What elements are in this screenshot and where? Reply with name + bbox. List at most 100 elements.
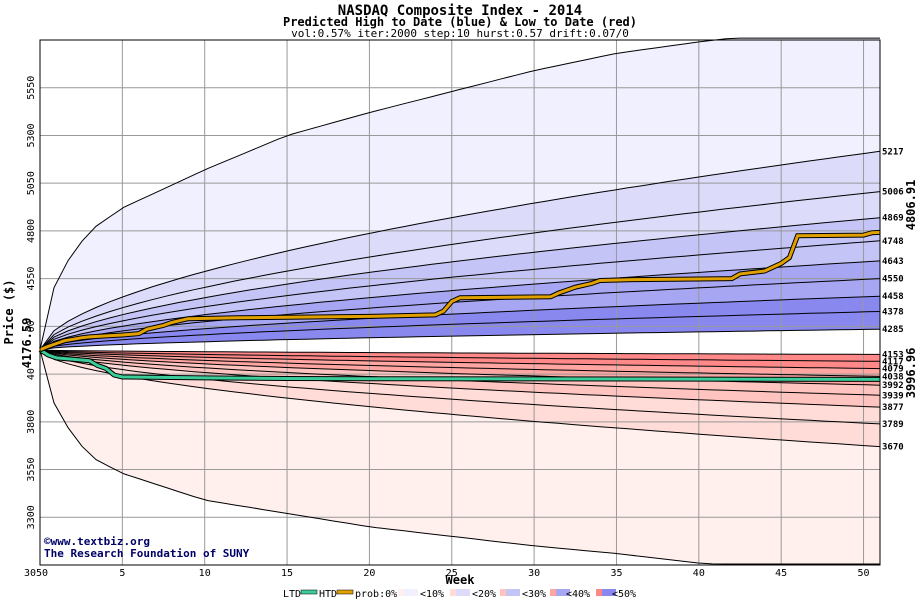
lower-band (40, 349, 880, 369)
start-value-label: 4176.59 (20, 318, 34, 369)
x-tick-label: 45 (775, 568, 787, 579)
x-tick-label: 35 (610, 568, 622, 579)
quantile-end-label: 4117 (882, 357, 904, 367)
x-tick-label: 10 (199, 568, 211, 579)
quantile-end-label: 4153 (882, 350, 904, 360)
legend-30-label: <30% (522, 589, 546, 600)
upper-band (40, 278, 880, 350)
quantile-end-label: 4285 (882, 325, 904, 335)
x-tick-label: 30 (528, 568, 540, 579)
legend-swatch-10-blue (456, 589, 470, 596)
lower-quantile-line (39, 349, 881, 377)
lower-band (40, 349, 880, 386)
upper-quantile-line (39, 150, 881, 351)
lower-band (40, 349, 880, 564)
legend-swatch-0-blue (404, 589, 418, 596)
x-tick-label: 20 (363, 568, 375, 579)
ltd-line (39, 348, 881, 381)
upper-band (40, 151, 880, 350)
quantile-end-label: 3992 (882, 381, 904, 391)
extreme-lower-line (39, 349, 880, 565)
legend-swatch-20-blue (506, 589, 520, 596)
quantile-end-label: 4079 (882, 365, 904, 375)
upper-band (40, 38, 880, 350)
quantile-end-label: 3877 (882, 403, 904, 413)
quantile-end-label: 4748 (882, 237, 904, 247)
lower-band (40, 349, 880, 377)
x-tick-label: 50 (858, 568, 870, 579)
y-tick-label: 3800 (26, 410, 37, 434)
x-tick-label: 40 (693, 568, 705, 579)
chart-subtitle: Predicted High to Date (blue) & Low to D… (283, 15, 637, 29)
lower-band (40, 349, 880, 565)
htd-value-label: 4806.91 (904, 180, 918, 231)
quantile-end-label: 4458 (882, 292, 904, 302)
chart-params: vol:0.57% iter:2000 step:10 hurst:0.57 d… (291, 27, 629, 40)
upper-band (40, 240, 880, 350)
quantile-end-label: 3670 (882, 443, 904, 453)
lower-band (40, 349, 880, 362)
lower-quantile-line (39, 349, 881, 448)
quantile-lines (39, 37, 881, 565)
upper-quantile-line (39, 217, 881, 351)
upper-quantile-line (39, 278, 881, 351)
x-axis-label: Week (446, 573, 476, 587)
extreme-upper-line (39, 37, 880, 350)
upper-band (40, 217, 880, 350)
x-tick-label: 3050 (24, 568, 48, 579)
quantile-end-label: 3939 (882, 391, 904, 401)
credit-line-1: ©www.textbiz.org (44, 535, 150, 548)
series-lines (38, 229, 881, 382)
right-quantile-labels: 5217 5006 4869 4748 4643 4550 4458 4378 4285 4153… (882, 147, 904, 452)
legend-ltd-swatch (300, 589, 318, 595)
quantile-end-label: 4378 (882, 307, 904, 317)
upper-band (40, 260, 880, 350)
legend-10-label: <10% (420, 589, 444, 600)
upper-band (40, 296, 880, 350)
upper-quantile-line (39, 311, 881, 351)
y-tick-label: 00 (26, 320, 37, 332)
legend-htd-label: HTD (319, 589, 337, 600)
y-tick-label: 5550 (26, 76, 37, 100)
legend: LTD HTD prob:0% <10% <20% <30% <40% <50% (283, 589, 636, 600)
legend-swatch-40-blue (602, 589, 616, 596)
legend-swatch-30-blue (556, 589, 570, 596)
credit-line-2: The Research Foundation of SUNY (44, 547, 250, 560)
upper-quantile-line (39, 328, 881, 351)
y-axis-label: Price ($) (2, 279, 16, 344)
upper-quantile-line (39, 240, 881, 351)
y-tick-label: 40 (26, 368, 37, 380)
quantile-end-label: 4643 (882, 257, 904, 267)
lower-band (40, 349, 880, 424)
legend-ltd-label: LTD (283, 589, 301, 600)
upper-band (40, 38, 880, 350)
quantile-end-label: 3789 (882, 420, 904, 430)
quantile-end-label: 4550 (882, 275, 904, 285)
quantile-end-label: 5217 (882, 147, 904, 157)
lower-band (40, 349, 880, 447)
y-tick-label: 4800 (26, 219, 37, 243)
lower-quantile-line (39, 349, 881, 408)
y-tick-label: 4550 (26, 267, 37, 291)
middle-band (40, 329, 880, 355)
quantile-end-label: 4038 (882, 372, 904, 382)
x-tick-label: 25 (446, 568, 458, 579)
lower-quantile-line (39, 349, 881, 362)
upper-quantile-line (39, 295, 881, 351)
y-tick-label: 5300 (26, 123, 37, 147)
htd-line (39, 230, 881, 352)
quantile-end-label: 5006 (882, 188, 904, 198)
legend-50-label: <50% (612, 589, 636, 600)
lower-quantile-line (39, 349, 881, 386)
y-tick-label: 3550 (26, 457, 37, 481)
ltd-value-label: 3996.96 (904, 348, 918, 399)
lower-band (40, 349, 880, 396)
axis-ticks: 5 10 15 20 25 30 35 40 45 50305033003550380040004… (24, 76, 870, 579)
upper-quantile-line (39, 191, 881, 351)
y-tick-label: 5050 (26, 171, 37, 195)
x-tick-label: 15 (281, 568, 293, 579)
quantile-end-label: 4869 (882, 214, 904, 224)
upper-quantile-line (39, 260, 881, 351)
legend-40-label: <40% (566, 589, 590, 600)
